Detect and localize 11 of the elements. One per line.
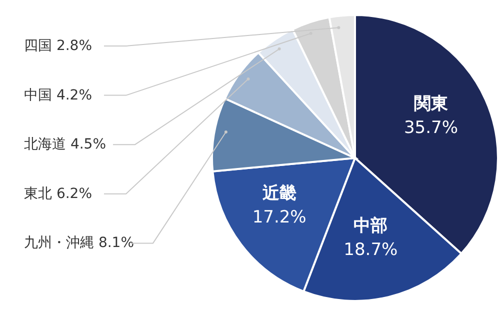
slice-label: 中国 4.2%	[24, 87, 92, 104]
slice-label: 中部	[354, 216, 388, 236]
slice-label: 近畿	[261, 184, 296, 204]
data-label: 35.7%	[404, 118, 458, 138]
slice-label: 北海道 4.5%	[24, 136, 106, 153]
slice-label: 関東	[414, 94, 449, 114]
slice-label: 四国 2.8%	[24, 38, 92, 54]
data-label: 18.7%	[344, 240, 398, 260]
slice-label: 東北 6.2%	[24, 186, 92, 202]
data-label: 17.2%	[252, 208, 306, 228]
slice-label: 九州・沖縄 8.1%	[24, 235, 134, 252]
